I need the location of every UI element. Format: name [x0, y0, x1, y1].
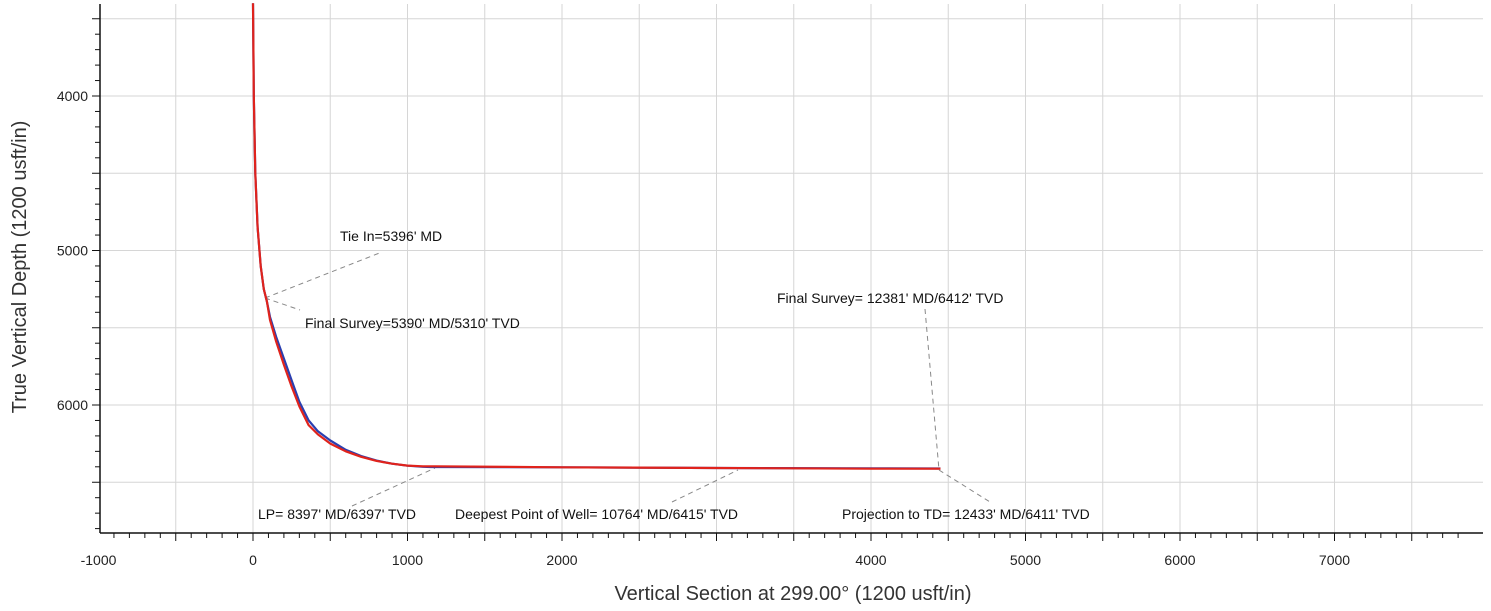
x-tick-label: 0 — [249, 552, 257, 568]
y-tick-label: 4000 — [57, 88, 88, 104]
series-line-actual — [251, 3, 941, 470]
annotation-leader — [264, 297, 301, 311]
y-tick-label: 5000 — [57, 243, 88, 259]
x-tick-label: 2000 — [546, 552, 577, 568]
annotation-leader — [351, 467, 436, 507]
annotation-label: Tie In=5396' MD — [340, 228, 442, 244]
annotation-label: Projection to TD= 12433' MD/6411' TVD — [842, 506, 1090, 522]
x-tick-label: 7000 — [1319, 552, 1350, 568]
y-axis-label: True Vertical Depth (1200 usft/in) — [9, 121, 31, 414]
x-tick-label: -1000 — [81, 552, 117, 568]
grid-lines — [100, 4, 1483, 533]
annotation-label: LP= 8397' MD/6397' TVD — [258, 506, 416, 522]
x-axis-label: Vertical Section at 299.00° (1200 usft/i… — [614, 583, 971, 605]
annotation-labels: Tie In=5396' MD Final Survey=5390' MD/531… — [258, 228, 1090, 522]
y-tick-label: 6000 — [57, 397, 88, 413]
annotation-leaders — [264, 251, 991, 507]
annotation-leader — [924, 308, 940, 471]
annotation-leader — [264, 251, 383, 299]
tick-labels: -1000 0 1000 2000 4000 5000 6000 7000 4000 5000 60… — [57, 88, 1350, 568]
annotation-leader — [938, 469, 991, 503]
x-tick-label: 4000 — [855, 552, 886, 568]
axes — [92, 4, 1483, 541]
annotation-label: Final Survey=5390' MD/5310' TVD — [305, 315, 520, 331]
x-tick-label: 1000 — [392, 552, 423, 568]
annotation-label: Deepest Point of Well= 10764' MD/6415' T… — [455, 506, 738, 522]
series-lines — [251, 3, 941, 470]
x-tick-label: 5000 — [1010, 552, 1041, 568]
annotation-label: Final Survey= 12381' MD/6412' TVD — [777, 290, 1003, 306]
x-tick-label: 6000 — [1164, 552, 1195, 568]
annotation-leader — [671, 469, 739, 503]
